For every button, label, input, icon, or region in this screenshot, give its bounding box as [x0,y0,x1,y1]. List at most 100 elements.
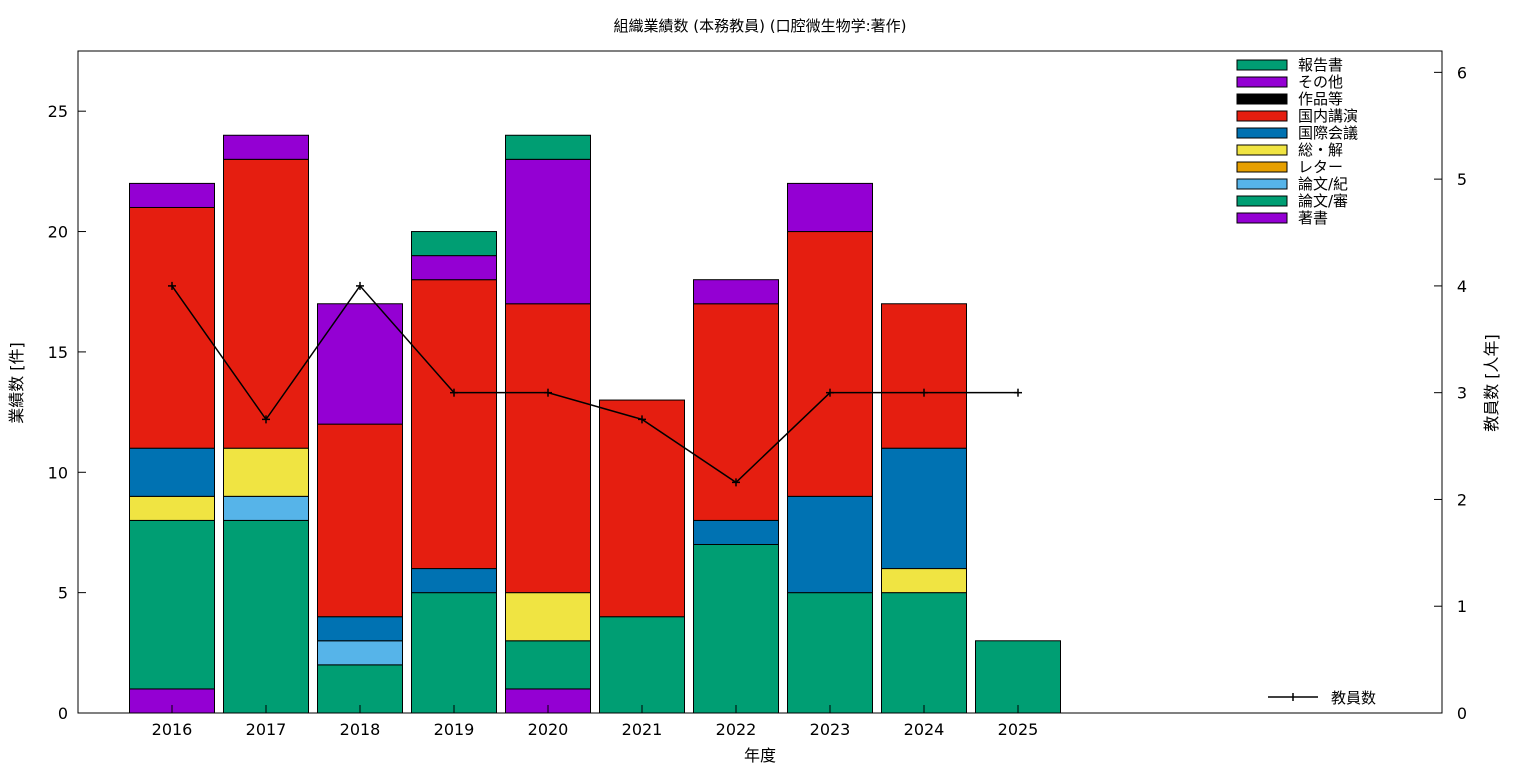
bar-segment-2023-series-6 [787,231,873,497]
bar-segment-2019-series-8 [411,255,497,281]
bar-segment-2019-series-9 [411,231,497,257]
teacher-count-point-2025 [1014,388,1022,397]
bar-segment-2021-series-6 [599,399,685,618]
legend-label: 国内講演 [1298,107,1358,125]
y2-tick-label: 4 [1457,277,1467,296]
teacher-count-point-2016 [168,281,176,290]
bar-segment-2016-series-4 [129,495,215,521]
bar-segment-2017-series-2 [223,495,309,521]
bar-segment-2024-series-6 [881,303,967,449]
legend-swatch [1236,144,1288,156]
bar-segment-2020-series-8 [505,158,591,305]
x-tick-label: 2020 [528,720,569,739]
teacher-count-line-layer [168,281,1022,487]
bar-segment-2017-series-8 [223,134,309,160]
bars-layer [129,134,1061,714]
y2-tick-label: 0 [1457,704,1467,723]
bar-segment-2018-series-6 [317,423,403,618]
legend-swatch [1236,110,1288,122]
teacher-count-point-2024 [920,388,928,397]
y2-tick-label: 1 [1457,597,1467,616]
teacher-count-point-2021 [638,415,646,424]
y-tick-label: 20 [48,223,68,242]
bar-segment-2017-series-1 [223,519,309,714]
teacher-count-point-2018 [356,281,364,290]
x-tick-label: 2018 [340,720,381,739]
x-tick-label: 2016 [152,720,193,739]
legend-label: 報告書 [1298,56,1343,74]
bar-segment-2017-series-6 [223,158,309,449]
teacher-count-point-2023 [826,388,834,397]
legend-swatch [1236,161,1288,173]
legend-label: その他 [1298,73,1343,91]
bar-segment-2024-series-1 [881,592,967,714]
legend-label: 論文/紀 [1298,175,1348,193]
bar-segment-2016-series-6 [129,206,215,449]
legend-label: 国際会議 [1298,124,1358,142]
bar-segment-2017-series-4 [223,447,309,497]
y2-tick-label: 2 [1457,490,1467,509]
x-tick-label: 2024 [904,720,945,739]
bar-segment-2016-series-1 [129,519,215,690]
bar-segment-2023-series-8 [787,182,873,233]
legend-label: 総・解 [1298,141,1343,159]
bar-segment-2016-series-5 [129,447,215,497]
teacher-count-point-2017 [262,415,270,424]
x-tick-label: 2017 [246,720,287,739]
bar-segment-2020-series-9 [505,134,591,160]
plot-frame [77,50,1443,714]
bar-segment-2020-series-1 [505,640,591,690]
bar-segment-2019-series-1 [411,592,497,714]
x-tick-label: 2025 [998,720,1039,739]
bar-segment-2024-series-5 [881,447,967,570]
legend-swatch [1236,76,1288,88]
legend-label: 論文/審 [1298,192,1348,210]
bar-segment-2018-series-8 [317,303,403,425]
legend-swatch [1236,195,1288,207]
y-tick-label: 10 [48,463,68,482]
y2-axis-label: 教員数 [人年] [1482,334,1501,432]
y-axis-label: 業績数 [件] [7,342,26,424]
y2-tick-label: 6 [1457,63,1467,82]
y2-tick-label: 5 [1457,170,1467,189]
legend-label: 著書 [1298,209,1328,227]
legend-swatch [1236,93,1288,105]
legend-label: レター [1298,158,1343,176]
legend-swatch [1236,178,1288,190]
bar-segment-2019-series-5 [411,568,497,594]
teacher-count-point-2020 [544,388,552,397]
teacher-count-point-2019 [450,388,458,397]
bar-segment-2019-series-6 [411,279,497,570]
y-tick-label: 15 [48,343,68,362]
y-tick-label: 25 [48,102,68,121]
teacher-count-point-2022 [732,478,740,487]
x-tick-label: 2023 [810,720,851,739]
legend-swatch [1236,59,1288,71]
x-axis-label: 年度 [744,746,776,765]
bar-segment-2022-series-8 [693,279,779,305]
chart-title: 組織業績数 (本務教員) (口腔微生物学:著作) [614,17,907,35]
bar-segment-2025-series-1 [975,640,1061,714]
legend-label: 作品等 [1298,90,1343,108]
legend-line-label: 教員数 [1331,689,1376,707]
x-tick-label: 2022 [716,720,757,739]
y-tick-label: 5 [58,584,68,603]
bar-segment-2020-series-6 [505,303,591,594]
bar-segment-2022-series-6 [693,303,779,521]
bar-segment-2018-series-5 [317,616,403,642]
y2-tick-label: 3 [1457,384,1467,403]
legend-swatch [1236,212,1288,224]
x-tick-label: 2019 [434,720,475,739]
bar-segment-2018-series-2 [317,640,403,666]
bar-segment-2023-series-1 [787,592,873,714]
bar-segment-2020-series-4 [505,592,591,642]
bar-segment-2016-series-8 [129,182,215,208]
bar-segment-2024-series-4 [881,568,967,594]
teacher-count-line [171,284,1018,484]
bar-segment-2022-series-5 [693,519,779,545]
bar-segment-2023-series-5 [787,495,873,594]
